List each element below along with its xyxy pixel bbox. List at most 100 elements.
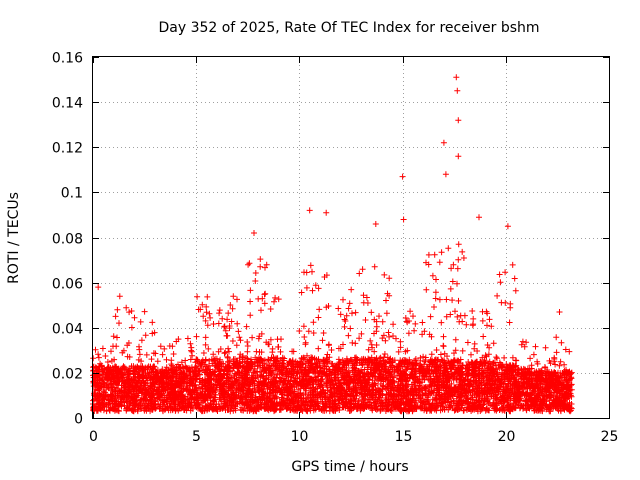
data-point (163, 379, 170, 386)
data-point (223, 332, 230, 339)
data-point (443, 296, 450, 303)
data-point (132, 364, 139, 371)
data-point (461, 312, 468, 319)
data-point (96, 371, 102, 378)
data-point (111, 405, 118, 412)
data-point (480, 333, 487, 340)
data-point (244, 348, 251, 355)
data-point (383, 310, 390, 317)
data-point (160, 388, 167, 394)
data-point (143, 374, 150, 381)
data-point (115, 400, 122, 407)
data-point (103, 408, 110, 415)
data-point (152, 376, 159, 383)
data-point (118, 366, 125, 373)
data-point (178, 359, 185, 366)
data-point (111, 356, 118, 363)
data-point (123, 304, 130, 311)
data-point (105, 397, 112, 404)
data-point (165, 392, 172, 399)
data-point (184, 402, 191, 409)
data-point (126, 354, 133, 360)
data-point (247, 312, 254, 319)
data-point (112, 388, 119, 395)
data-point (138, 405, 145, 412)
data-point (169, 343, 176, 350)
data-point (190, 378, 197, 384)
data-point (115, 394, 122, 401)
data-point (433, 276, 439, 283)
data-point (210, 321, 217, 327)
data-point (405, 330, 412, 337)
data-point (104, 359, 111, 365)
data-point (381, 271, 388, 278)
data-point (140, 397, 147, 403)
data-point (168, 361, 175, 368)
data-point (301, 334, 308, 340)
data-point (141, 308, 148, 315)
data-point (160, 408, 166, 415)
data-point (272, 294, 279, 301)
data-point (164, 374, 171, 381)
data-point (257, 256, 264, 263)
data-point (437, 351, 444, 358)
data-point (137, 365, 144, 372)
data-point (142, 332, 149, 339)
data-point (484, 322, 490, 329)
data-point (385, 329, 392, 336)
data-point (158, 380, 165, 386)
data-point (100, 402, 107, 408)
data-point (225, 345, 232, 352)
data-point (116, 320, 122, 327)
data-point (132, 401, 139, 408)
data-point (163, 399, 170, 405)
data-point (449, 297, 456, 304)
data-point (144, 382, 151, 389)
data-point (359, 266, 366, 273)
data-point (445, 245, 452, 252)
data-point (158, 392, 165, 398)
data-point (179, 404, 186, 411)
data-point (170, 365, 177, 372)
data-point (410, 313, 416, 320)
data-point (110, 368, 117, 375)
data-point (484, 342, 491, 348)
data-point (131, 314, 138, 321)
data-point (244, 343, 251, 349)
data-point (352, 340, 359, 347)
data-point (106, 384, 112, 391)
data-point (468, 351, 474, 358)
data-point (267, 306, 274, 312)
data-point (166, 391, 173, 398)
data-point (95, 366, 102, 373)
data-point (123, 407, 130, 414)
data-point (141, 390, 148, 397)
data-point (187, 340, 194, 347)
data-point (174, 381, 181, 388)
data-point (236, 334, 243, 341)
data-point (342, 318, 349, 324)
data-point (486, 344, 493, 351)
data-point (229, 338, 236, 344)
data-point (309, 268, 315, 275)
data-point (433, 347, 440, 353)
data-point (438, 319, 445, 326)
data-point (463, 321, 470, 328)
data-point (184, 335, 191, 342)
data-point (126, 390, 133, 397)
data-point (154, 358, 161, 365)
data-point (135, 390, 142, 397)
data-point (356, 270, 363, 277)
data-point (202, 317, 209, 324)
data-point (95, 403, 101, 410)
data-point (136, 351, 143, 358)
data-point (431, 304, 437, 310)
data-point (425, 251, 432, 258)
data-point (142, 366, 149, 373)
data-point (144, 389, 151, 396)
data-point (92, 393, 99, 400)
data-point (257, 263, 264, 270)
data-point (98, 363, 105, 370)
data-point (149, 319, 156, 326)
